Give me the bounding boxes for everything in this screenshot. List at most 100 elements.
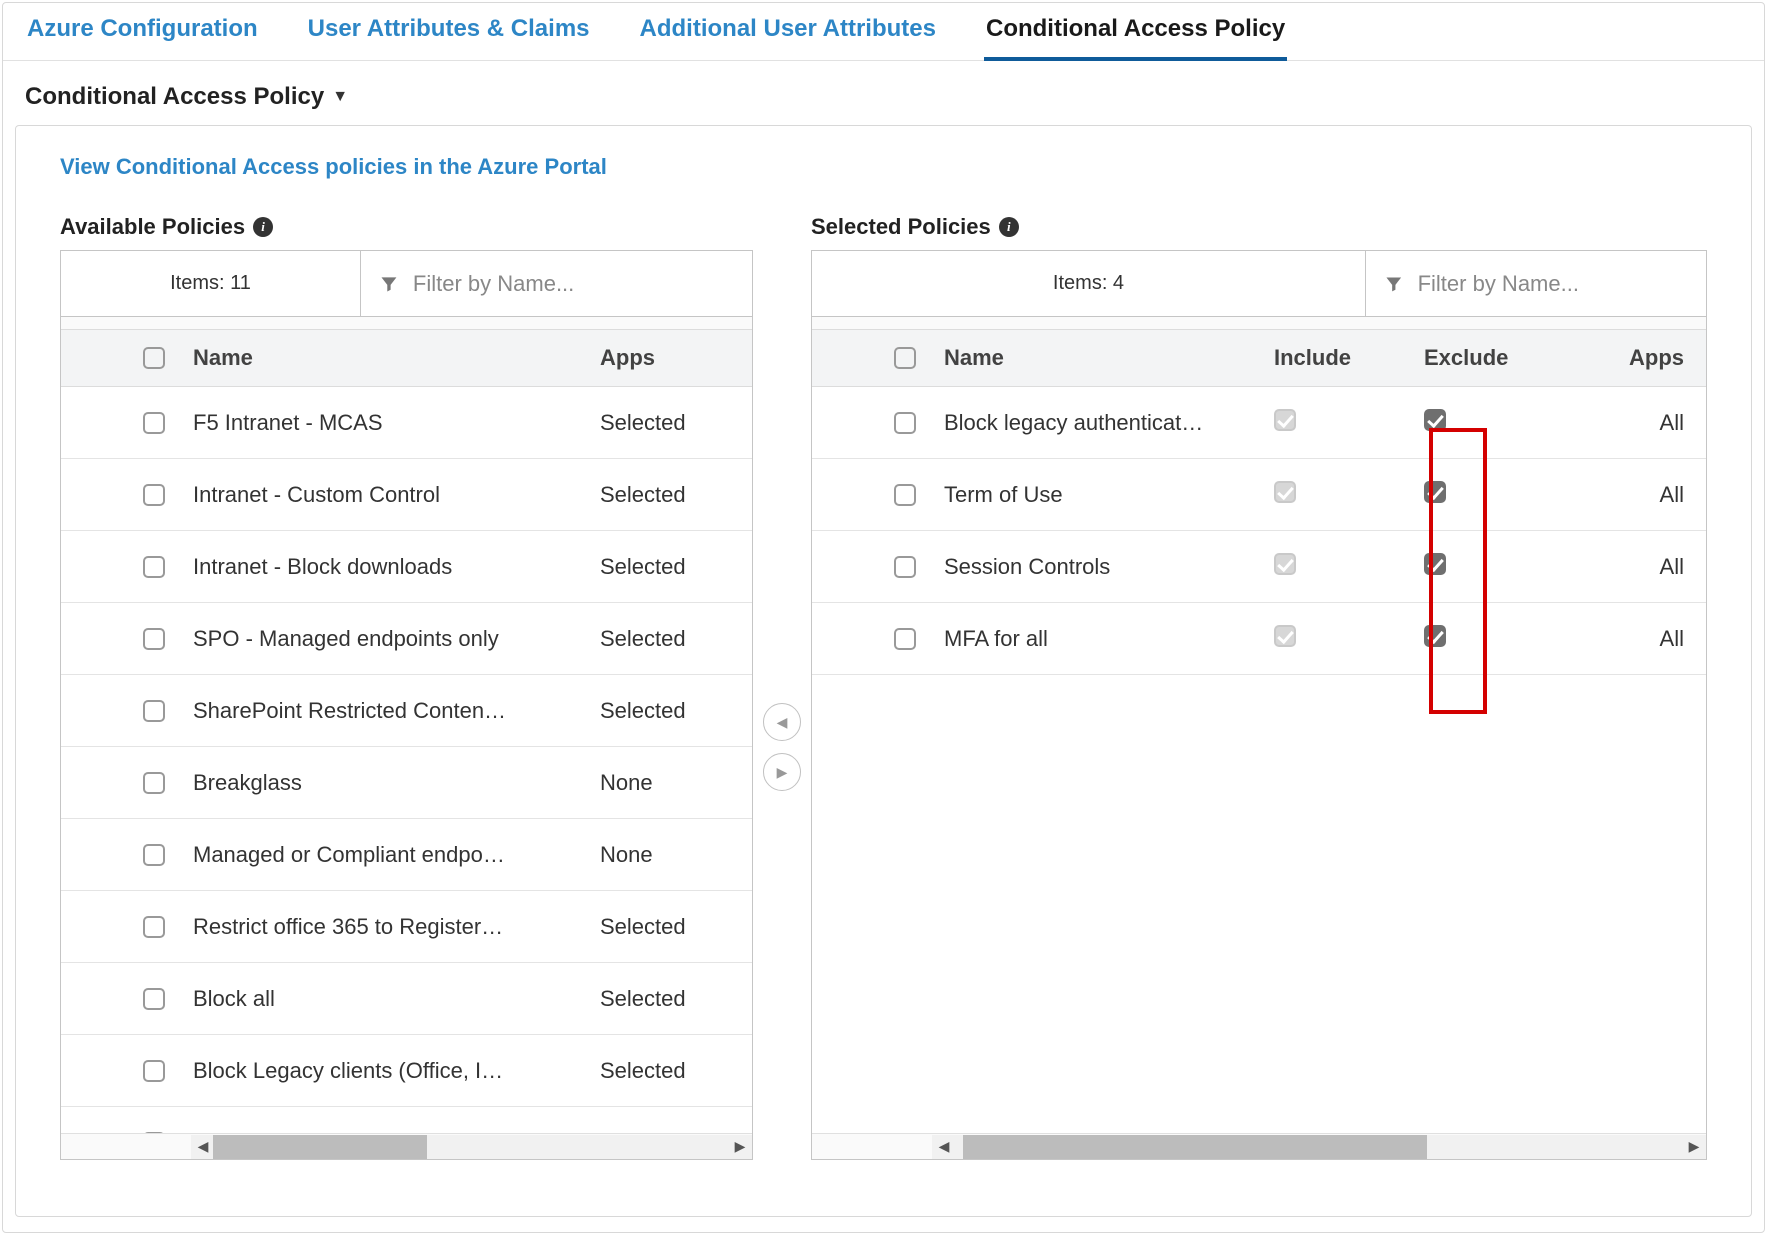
table-row[interactable]: Managed or Compliant endpo…None bbox=[61, 819, 752, 891]
available-hscroll[interactable]: ◀ ▶ bbox=[61, 1133, 752, 1159]
row-checkbox[interactable] bbox=[143, 628, 165, 650]
include-checkbox bbox=[1274, 409, 1296, 431]
selected-items-count: Items: 4 bbox=[812, 251, 1366, 316]
col-include-header[interactable]: Include bbox=[1274, 345, 1424, 371]
row-apps: None bbox=[600, 842, 730, 868]
row-checkbox[interactable] bbox=[894, 412, 916, 434]
tab-additional-user-attributes[interactable]: Additional User Attributes bbox=[638, 11, 938, 60]
exclude-checkbox[interactable] bbox=[1424, 553, 1446, 575]
available-rows[interactable]: F5 Intranet - MCASSelectedIntranet - Cus… bbox=[61, 387, 752, 1133]
row-checkbox[interactable] bbox=[143, 772, 165, 794]
col-name-header[interactable]: Name bbox=[193, 345, 600, 371]
section-title[interactable]: Conditional Access Policy ▼ bbox=[3, 61, 1764, 125]
selected-grid: Items: 4 Name Include Exclude Apps bbox=[811, 250, 1707, 1160]
available-filter-input[interactable] bbox=[413, 271, 734, 297]
exclude-checkbox[interactable] bbox=[1424, 409, 1446, 431]
exclude-checkbox[interactable] bbox=[1424, 625, 1446, 647]
include-checkbox bbox=[1274, 553, 1296, 575]
selected-hscroll[interactable]: ◀ ▶ bbox=[812, 1133, 1706, 1159]
row-apps: Selected bbox=[600, 914, 730, 940]
exclude-checkbox[interactable] bbox=[1424, 481, 1446, 503]
row-apps: Selected bbox=[600, 554, 730, 580]
scroll-thumb[interactable] bbox=[213, 1135, 426, 1159]
tab-user-attributes-claims[interactable]: User Attributes & Claims bbox=[306, 11, 592, 60]
col-apps-header[interactable]: Apps bbox=[600, 345, 730, 371]
row-checkbox[interactable] bbox=[143, 556, 165, 578]
azure-portal-link[interactable]: View Conditional Access policies in the … bbox=[60, 154, 607, 180]
row-apps: Selected bbox=[600, 410, 730, 436]
table-row[interactable]: MFA for all All bbox=[812, 603, 1706, 675]
selected-filter-input[interactable] bbox=[1418, 271, 1688, 297]
tab-conditional-access-policy[interactable]: Conditional Access Policy bbox=[984, 11, 1287, 61]
move-left-button[interactable]: ◀ bbox=[763, 703, 801, 741]
col-apps-header[interactable]: Apps bbox=[1594, 345, 1684, 371]
table-row[interactable]: SPO - Managed endpoints onlySelected bbox=[61, 603, 752, 675]
info-icon[interactable]: i bbox=[253, 217, 273, 237]
table-row[interactable]: SharePoint Restricted Conten…Selected bbox=[61, 675, 752, 747]
row-apps: All bbox=[1594, 482, 1684, 508]
col-exclude-header[interactable]: Exclude bbox=[1424, 345, 1594, 371]
row-apps: None bbox=[600, 770, 730, 796]
row-checkbox[interactable] bbox=[894, 556, 916, 578]
available-policies-block: Available Policies i Items: 11 bbox=[60, 214, 753, 1160]
selected-select-all-checkbox[interactable] bbox=[894, 347, 916, 369]
table-row[interactable]: Intranet - Block downloadsSelected bbox=[61, 531, 752, 603]
table-row[interactable]: Restrict office 365 to Register…Selected bbox=[61, 891, 752, 963]
scroll-right-icon[interactable]: ▶ bbox=[728, 1135, 752, 1159]
policy-panel: View Conditional Access policies in the … bbox=[15, 125, 1752, 1217]
row-apps: Selected bbox=[600, 482, 730, 508]
filter-icon bbox=[1384, 273, 1404, 295]
row-checkbox[interactable] bbox=[143, 916, 165, 938]
row-name: Session Controls bbox=[944, 554, 1274, 580]
include-checkbox bbox=[1274, 625, 1296, 647]
scroll-thumb[interactable] bbox=[963, 1135, 1427, 1159]
move-right-button[interactable]: ▶ bbox=[763, 753, 801, 791]
row-checkbox[interactable] bbox=[894, 484, 916, 506]
row-apps: Selected bbox=[600, 1058, 730, 1084]
row-name: Block all bbox=[193, 986, 600, 1012]
table-row[interactable]: Term of UseAll bbox=[812, 459, 1706, 531]
chevron-down-icon: ▼ bbox=[332, 88, 348, 106]
row-checkbox[interactable] bbox=[143, 484, 165, 506]
row-apps: All bbox=[1594, 554, 1684, 580]
tabs: Azure Configuration User Attributes & Cla… bbox=[3, 3, 1764, 61]
row-name: Block legacy authenticat… bbox=[944, 410, 1274, 436]
row-name: Intranet - Block downloads bbox=[193, 554, 600, 580]
row-checkbox[interactable] bbox=[143, 412, 165, 434]
available-select-all-checkbox[interactable] bbox=[143, 347, 165, 369]
table-row[interactable]: F5 Intranet - MCASSelected bbox=[61, 387, 752, 459]
info-icon[interactable]: i bbox=[999, 217, 1019, 237]
table-row[interactable]: Block Legacy clients (Office, I…Selected bbox=[61, 1035, 752, 1107]
tab-azure-configuration[interactable]: Azure Configuration bbox=[25, 11, 260, 60]
table-row[interactable]: Row 11 fillerSelected bbox=[61, 1107, 752, 1133]
include-checkbox bbox=[1274, 481, 1296, 503]
row-checkbox[interactable] bbox=[143, 1132, 165, 1134]
table-row[interactable]: Block allSelected bbox=[61, 963, 752, 1035]
row-apps: Selected bbox=[600, 698, 730, 724]
filter-icon bbox=[379, 273, 399, 295]
table-row[interactable]: Session Controls All bbox=[812, 531, 1706, 603]
scroll-left-icon[interactable]: ◀ bbox=[932, 1135, 956, 1159]
row-checkbox[interactable] bbox=[143, 988, 165, 1010]
row-name: SharePoint Restricted Conten… bbox=[193, 698, 600, 724]
table-row[interactable]: BreakglassNone bbox=[61, 747, 752, 819]
table-row[interactable]: Block legacy authenticat…All bbox=[812, 387, 1706, 459]
row-name: MFA for all bbox=[944, 626, 1274, 652]
row-name: Intranet - Custom Control bbox=[193, 482, 600, 508]
available-items-count: Items: 11 bbox=[61, 251, 361, 316]
row-name: Block Legacy clients (Office, I… bbox=[193, 1058, 600, 1084]
col-name-header[interactable]: Name bbox=[944, 345, 1274, 371]
row-checkbox[interactable] bbox=[143, 1060, 165, 1082]
row-name: SPO - Managed endpoints only bbox=[193, 626, 600, 652]
selected-rows[interactable]: Block legacy authenticat…AllTerm of UseA… bbox=[812, 387, 1706, 1133]
available-title: Available Policies bbox=[60, 214, 245, 240]
table-row[interactable]: Intranet - Custom ControlSelected bbox=[61, 459, 752, 531]
row-name: Breakglass bbox=[193, 770, 600, 796]
scroll-left-icon[interactable]: ◀ bbox=[191, 1135, 215, 1159]
row-checkbox[interactable] bbox=[143, 700, 165, 722]
scroll-right-icon[interactable]: ▶ bbox=[1682, 1135, 1706, 1159]
row-checkbox[interactable] bbox=[143, 844, 165, 866]
row-checkbox[interactable] bbox=[894, 628, 916, 650]
row-apps: Selected bbox=[600, 986, 730, 1012]
row-apps: All bbox=[1594, 626, 1684, 652]
